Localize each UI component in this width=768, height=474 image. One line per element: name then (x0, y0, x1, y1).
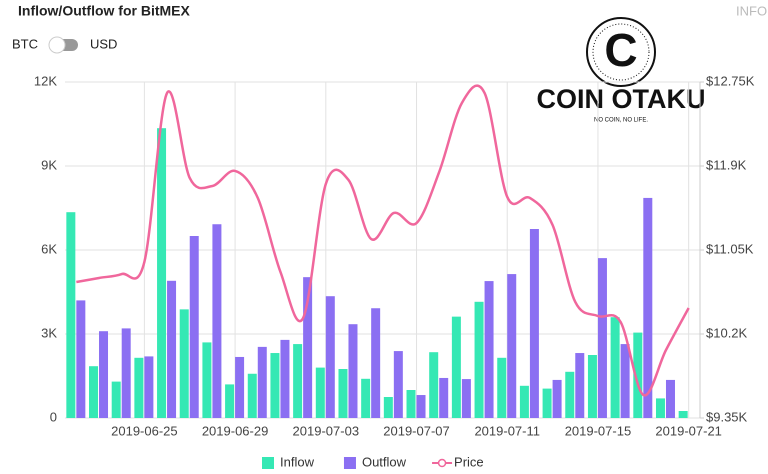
toggle-knob[interactable] (48, 36, 66, 54)
bar (325, 296, 335, 418)
bar (529, 229, 539, 418)
bar (542, 388, 552, 418)
logo-ring-dots (592, 23, 650, 81)
y2-tick-label: $11.05K (706, 241, 754, 256)
bar (315, 367, 325, 418)
bar (565, 371, 575, 418)
bar (202, 342, 212, 418)
bar (484, 281, 494, 418)
bar (157, 128, 167, 418)
bar (597, 258, 607, 418)
bar (575, 353, 585, 418)
bar (348, 324, 358, 418)
bar (338, 369, 348, 418)
y2-tick-label: $11.9K (706, 157, 747, 172)
bar (280, 339, 290, 418)
bar (134, 357, 144, 418)
y2-tick-label: $10.2K (706, 325, 748, 340)
bar (393, 351, 403, 418)
bar (303, 277, 313, 418)
bar (474, 301, 484, 418)
y-tick-label: 9K (41, 157, 57, 172)
bar (439, 377, 449, 418)
bar (507, 274, 517, 418)
bar (655, 398, 665, 418)
bar (99, 331, 109, 418)
bar (406, 390, 416, 418)
bar (461, 379, 471, 418)
bar (225, 384, 235, 418)
logo-name: COIN OTAKU (537, 84, 706, 114)
bar (587, 355, 597, 418)
bar (451, 316, 461, 418)
info-link[interactable]: INFO (736, 3, 767, 18)
y2-tick-label: $9.35K (706, 409, 748, 424)
bar (519, 385, 529, 418)
legend: Inflow Outflow Price (262, 454, 484, 469)
chart-title: Inflow/Outflow for BitMEX (18, 3, 191, 19)
x-tick-label: 2019-06-25 (111, 423, 178, 438)
bar (179, 309, 189, 418)
bar (76, 300, 86, 418)
y-tick-label: 12K (34, 73, 57, 88)
logo-ring (586, 17, 656, 87)
x-tick-label: 2019-07-07 (383, 423, 450, 438)
bar (633, 332, 643, 418)
bar (212, 224, 222, 418)
bar (247, 373, 257, 418)
y-tick-label: 0 (50, 409, 57, 424)
x-tick-label: 2019-06-29 (202, 423, 269, 438)
bar (144, 356, 154, 418)
x-tick-label: 2019-07-21 (655, 423, 722, 438)
toggle-label: USD (90, 36, 117, 51)
y-tick-label: 6K (41, 241, 57, 256)
bar (235, 356, 245, 418)
price-line (76, 84, 690, 397)
bar (371, 308, 381, 418)
bar (167, 280, 177, 418)
bar (121, 328, 131, 418)
bar (610, 317, 620, 418)
bar (111, 381, 121, 418)
bar (497, 357, 507, 418)
legend-swatch (343, 457, 356, 469)
bar (643, 197, 653, 418)
bar (429, 352, 439, 418)
legend-label: Inflow (280, 454, 315, 469)
logo-slogan: NO COIN, NO LIFE. (594, 118, 648, 124)
bar (361, 378, 371, 418)
bar (665, 379, 675, 418)
x-tick-label: 2019-07-11 (474, 423, 540, 438)
bar (270, 353, 280, 418)
bar (383, 397, 393, 418)
bar (189, 236, 199, 418)
bar (678, 411, 688, 418)
x-tick-label: 2019-07-03 (293, 423, 360, 438)
legend-swatch (437, 458, 447, 468)
y-tick-label: 3K (41, 325, 57, 340)
logo-icon: C (604, 24, 637, 76)
toggle-label: BTC (12, 36, 38, 51)
legend-label: Price (454, 454, 484, 469)
bar (66, 212, 76, 418)
bar (293, 344, 303, 418)
bar (89, 366, 99, 418)
legend-label: Outflow (362, 454, 407, 469)
bar (416, 395, 426, 418)
bar (620, 344, 630, 418)
x-tick-label: 2019-07-15 (565, 423, 632, 438)
bar (257, 346, 267, 418)
legend-swatch (262, 457, 274, 469)
watermark: C COIN OTAKU NO COIN, NO LIFE. (537, 17, 706, 124)
y2-tick-label: $12.75K (706, 73, 755, 88)
bar (552, 379, 562, 418)
